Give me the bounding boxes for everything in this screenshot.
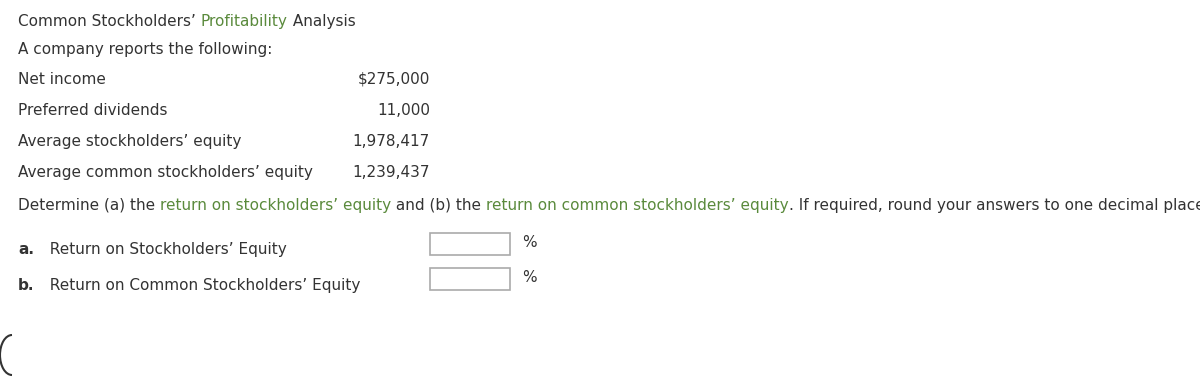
Text: 11,000: 11,000 [377, 103, 430, 118]
Text: return on stockholders’ equity: return on stockholders’ equity [160, 198, 391, 213]
Text: and (b) the: and (b) the [391, 198, 486, 213]
Text: Common Stockholders’: Common Stockholders’ [18, 14, 200, 29]
Text: Analysis: Analysis [288, 14, 355, 29]
Text: a.: a. [18, 242, 34, 257]
Text: Return on Stockholders’ Equity: Return on Stockholders’ Equity [40, 242, 287, 257]
Text: b.: b. [18, 278, 35, 293]
Text: A company reports the following:: A company reports the following: [18, 42, 272, 57]
Text: 1,239,437: 1,239,437 [353, 165, 430, 180]
Text: 1,978,417: 1,978,417 [353, 134, 430, 149]
Text: Average common stockholders’ equity: Average common stockholders’ equity [18, 165, 313, 180]
Text: Determine (a) the: Determine (a) the [18, 198, 160, 213]
Text: Profitability: Profitability [200, 14, 288, 29]
Text: Preferred dividends: Preferred dividends [18, 103, 168, 118]
FancyBboxPatch shape [430, 233, 510, 255]
Text: %: % [522, 235, 536, 250]
FancyBboxPatch shape [430, 268, 510, 290]
Text: Average stockholders’ equity: Average stockholders’ equity [18, 134, 241, 149]
Text: return on common stockholders’ equity: return on common stockholders’ equity [486, 198, 788, 213]
Text: Net income: Net income [18, 72, 106, 87]
Text: . If required, round your answers to one decimal place.: . If required, round your answers to one… [788, 198, 1200, 213]
Text: %: % [522, 270, 536, 285]
Text: $275,000: $275,000 [358, 72, 430, 87]
Text: Return on Common Stockholders’ Equity: Return on Common Stockholders’ Equity [40, 278, 360, 293]
